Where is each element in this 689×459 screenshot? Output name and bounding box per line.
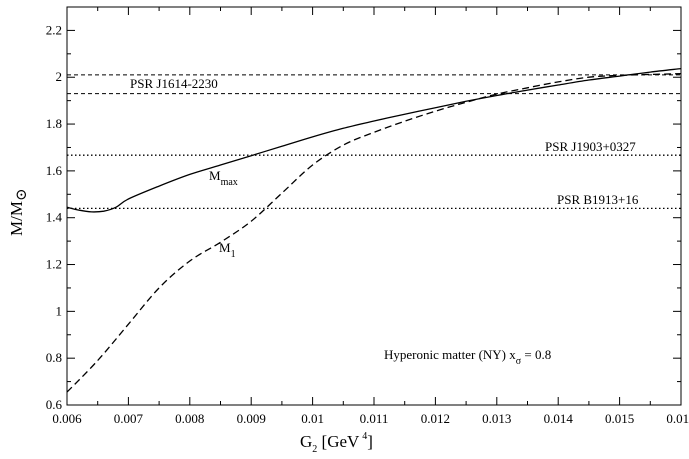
series-label-m1-main: M (219, 240, 231, 255)
plot-frame (66, 6, 682, 406)
x-tick-label-9: 0.015 (605, 411, 634, 426)
x-tick-label-4: 0.01 (301, 411, 324, 426)
x-tick-label-3: 0.009 (237, 411, 266, 426)
y-tick-label-2: 1 (56, 303, 63, 318)
ref-label-j1903: PSR J1903+0327 (545, 139, 636, 154)
series-label-mmax-main: M (209, 168, 221, 183)
x-axis-title-sub: 2 (312, 444, 317, 455)
y-axis-title-main: M/M (7, 201, 26, 236)
series-label-m1: M1 (219, 240, 236, 260)
x-tick-label-7: 0.013 (482, 411, 511, 426)
y-axis-title-sub: ⊙ (14, 188, 30, 201)
series-line-m-1 (66, 73, 682, 393)
x-tick-label-10: 0.016 (666, 411, 689, 426)
x-axis-title: G2 [GeV 4] (300, 431, 373, 455)
y-tick-label-3: 1.2 (46, 257, 62, 272)
x-ticks: 0.006 0.007 0.008 0.009 0.01 0.011 0.012 0.013 0… (52, 7, 689, 426)
y-tick-label-4: 1.4 (46, 210, 63, 225)
series-line-m-max (66, 67, 682, 213)
x-tick-label-2: 0.008 (175, 411, 204, 426)
x-tick-label-8: 0.014 (544, 411, 574, 426)
annotation: Hyperonic matter (NY) xσ = 0.8 (384, 347, 551, 367)
x-tick-label-6: 0.012 (421, 411, 450, 426)
series-label-mmax-sub: max (221, 177, 238, 188)
x-axis-title-main: G (300, 432, 312, 451)
x-axis-title-sup: 4 (362, 431, 367, 442)
y-tick-label-0: 0.6 (46, 397, 63, 412)
y-axis-title: M/M⊙ (7, 188, 30, 236)
y-tick-label-6: 1.8 (46, 116, 62, 131)
series-label-mmax: Mmax (209, 168, 238, 188)
ref-label-j1614: PSR J1614-2230 (130, 76, 218, 91)
y-tick-label-5: 1.6 (46, 163, 63, 178)
x-axis-title-rest: [GeV (317, 432, 360, 451)
annotation-sub: σ (516, 356, 522, 367)
annotation-tail: = 0.8 (521, 347, 551, 362)
series (66, 67, 682, 393)
x-axis-title-end: ] (367, 432, 373, 451)
y-tick-label-7: 2 (56, 69, 63, 84)
series-label-m1-sub: 1 (231, 249, 236, 260)
x-tick-label-5: 0.011 (360, 411, 389, 426)
ref-label-b1913: PSR B1913+16 (557, 192, 639, 207)
annotation-text: Hyperonic matter (NY) x (384, 347, 516, 362)
y-tick-label-1: 0.8 (46, 350, 62, 365)
reference-lines (67, 74, 681, 209)
x-tick-label-1: 0.007 (114, 411, 144, 426)
x-tick-label-0: 0.006 (52, 411, 82, 426)
y-ticks: 0.6 0.8 1 1.2 1.4 1.6 1.8 2 2.2 (46, 22, 681, 412)
y-tick-label-8: 2.2 (46, 22, 62, 37)
